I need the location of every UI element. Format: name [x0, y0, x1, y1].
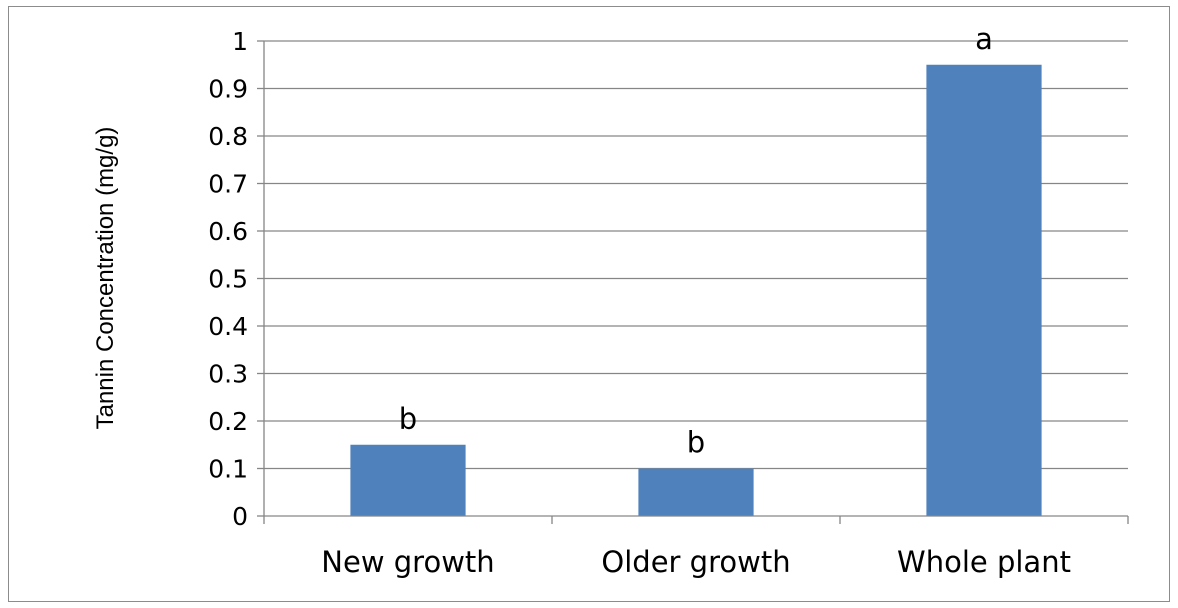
bar-significance-label: a: [975, 22, 993, 56]
bar-labels: b b a: [399, 22, 993, 460]
y-tick-label: 0.8: [208, 122, 248, 151]
bars: [350, 64, 1042, 516]
y-tick-label: 0.2: [208, 407, 248, 436]
y-tick-labels: 0 0.1 0.2 0.3 0.4 0.5 0.6 0.7 0.8 0.9 1: [208, 27, 248, 531]
category-labels: New growth Older growth Whole plant: [321, 545, 1071, 579]
y-tick-label: 0.4: [208, 312, 248, 341]
bar: [350, 444, 466, 516]
y-axis-title: Tannin Concentration (mg/g): [92, 127, 119, 430]
y-tick-label: 0.7: [208, 170, 248, 199]
y-tick-label: 0: [232, 502, 248, 531]
x-category-label: New growth: [321, 545, 494, 579]
y-tick-label: 0.9: [208, 75, 248, 104]
bar: [926, 64, 1042, 516]
bar-significance-label: b: [687, 426, 705, 460]
y-tick-label: 0.5: [208, 265, 248, 294]
x-category-label: Whole plant: [897, 545, 1071, 579]
y-tick-label: 0.1: [208, 455, 248, 484]
axes: [257, 40, 1129, 524]
x-category-label: Older growth: [601, 545, 790, 579]
y-tick-label: 1: [232, 27, 248, 56]
y-tick-label: 0.3: [208, 360, 248, 389]
y-tick-label: 0.6: [208, 217, 248, 246]
bar: [638, 468, 754, 516]
bar-significance-label: b: [399, 402, 417, 436]
